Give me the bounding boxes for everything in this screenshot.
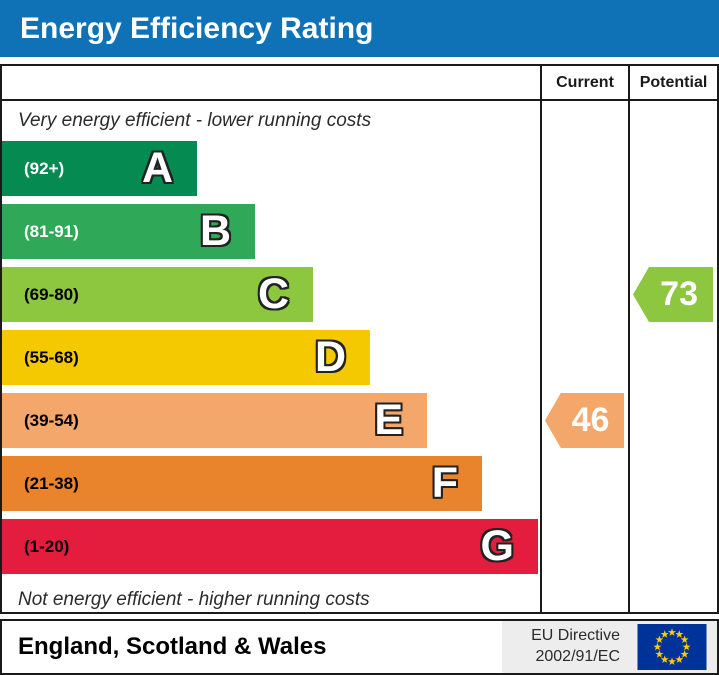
band-row-F: (21-38) F — [2, 456, 482, 511]
current-column-body: 46 — [542, 101, 628, 612]
rating-table: Very energy efficient - lower running co… — [0, 64, 719, 614]
band-row-E: (39-54) E — [2, 393, 427, 448]
band-letter: D — [314, 333, 346, 381]
region-label: England, Scotland & Wales — [18, 633, 327, 660]
band-letter: F — [431, 459, 458, 507]
potential-column-body: 73 — [630, 101, 717, 612]
band-range-label: (81-91) — [24, 221, 79, 241]
band-row-A: (92+) A — [2, 141, 197, 196]
band-letter: B — [199, 207, 231, 255]
band-range-label: (21-38) — [24, 473, 79, 493]
note-not-efficient: Not energy efficient - higher running co… — [18, 589, 370, 610]
band-range-label: (92+) — [24, 158, 65, 178]
eu-directive-text: EU Directive 2002/91/EC — [531, 626, 620, 668]
band-letter: G — [480, 522, 514, 570]
current-column-header: Current — [542, 66, 628, 101]
bands-container: (92+) A (81-91) B (69-80) C (55-68) D (39-54) E (2… — [2, 141, 540, 574]
band-letter: C — [257, 270, 289, 318]
potential-rating-arrow: 73 — [633, 267, 713, 322]
bands-column-header — [2, 66, 540, 101]
potential-column-header: Potential — [630, 66, 717, 101]
band-row-G: (1-20) G — [2, 519, 538, 574]
band-row-D: (55-68) D — [2, 330, 370, 385]
band-letter: A — [141, 144, 173, 192]
band-range-label: (1-20) — [24, 536, 70, 556]
band-range-label: (55-68) — [24, 347, 79, 367]
band-row-C: (69-80) C — [2, 267, 313, 322]
note-very-efficient: Very energy efficient - lower running co… — [18, 110, 372, 131]
eu-directive-line1: EU Directive — [531, 627, 620, 645]
band-range-label: (69-80) — [24, 284, 79, 304]
eu-flag-icon — [637, 624, 707, 670]
eu-directive-block: EU Directive 2002/91/EC — [502, 621, 717, 673]
bands-column-body: Very energy efficient - lower running co… — [2, 101, 540, 612]
footer: England, Scotland & Wales EU Directive 2… — [0, 619, 719, 675]
current-column: Current 46 — [542, 66, 630, 612]
eu-directive-line2: 2002/91/EC — [535, 648, 620, 665]
band-row-B: (81-91) B — [2, 204, 255, 259]
potential-column: Potential 73 — [630, 66, 717, 612]
bands-column: Very energy efficient - lower running co… — [2, 66, 542, 612]
spacer — [0, 57, 719, 64]
band-letter: E — [374, 396, 403, 444]
band-range-label: (39-54) — [24, 410, 79, 430]
page-title: Energy Efficiency Rating — [0, 0, 719, 57]
current-rating-arrow: 46 — [545, 393, 624, 448]
